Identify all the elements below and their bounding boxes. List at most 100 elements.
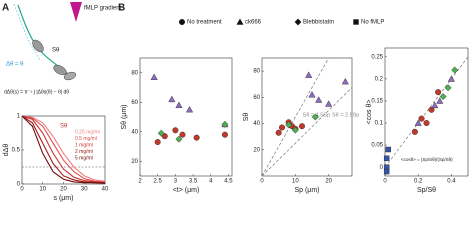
arc-label: Sθ [52,48,60,54]
cell-track [17,4,69,75]
point [436,97,444,104]
point [383,168,390,175]
point [175,135,183,143]
y-tick-label: 60 [131,100,138,106]
point [423,120,430,127]
point [414,119,422,126]
x-tick-label: 10 [39,187,46,193]
y-tick-label: 20 [253,147,260,153]
plot-frame [261,57,353,177]
plot-frame [384,47,469,177]
series-line [22,116,105,183]
legend-label: ck666 [245,20,262,26]
y-tick-label: 0.25 [371,54,383,60]
point [185,106,194,113]
point [383,155,390,162]
point [150,73,158,80]
x-tick-label: 40 [102,187,109,193]
point [431,101,439,109]
x-tick-label: 20 [325,179,332,185]
legend-label: 5 mg/ml [75,155,93,161]
legend-label: 1 mg/ml [75,142,93,148]
point [193,134,200,141]
x-axis-label: s (μm) [54,195,74,202]
point [305,71,313,78]
point [435,89,442,96]
point [311,113,319,121]
point [168,95,176,103]
tangent [13,3,41,61]
x-tick-label: 2 [138,179,142,185]
y-tick-label: 0.1 [375,121,384,127]
series-line [22,116,105,184]
y-tick-label: 80 [131,70,138,76]
point [428,106,435,113]
x-tick-label: 0.4 [447,179,456,185]
cell [32,39,44,53]
gradient-wedge [70,2,82,22]
cell [63,71,77,81]
y-tick-label: 20 [131,159,138,165]
point [294,18,302,26]
point [236,18,244,25]
point [157,129,165,137]
y-axis-label: <cos θ> [366,100,373,125]
x-tick-label: 3 [174,179,178,185]
point [175,101,183,108]
point [353,19,359,25]
point [285,121,293,129]
x-tick-label: 0 [383,179,387,185]
annotation: <cosθ> = (Sp/Sθ)/(Sp/Sθ) [401,157,453,162]
x-tick-label: 30 [81,187,88,193]
plot-area [262,58,352,176]
point [418,115,425,122]
formula: dΔθ(s) = π⁻¹ ∫ |Δθs(θ) − θ| dθ [4,89,69,95]
x-tick-label: 4 [209,179,213,185]
point [178,19,185,26]
y-axis-label: Sθ (μm) [121,104,128,129]
point [291,126,299,134]
x-tick-label: 2.5 [154,179,163,185]
point [308,91,316,98]
point [444,84,452,92]
x-tick-label: 0 [260,179,264,185]
point [154,139,161,146]
y-tick-label: 0.05 [371,143,383,149]
diagram: fMLP gradient Sθ Δθ = θ dΔθ(s) = π⁻¹ ∫ |… [4,2,122,95]
gradient-label: fMLP gradient [84,6,122,12]
point [179,131,186,138]
y-tick-label: 60 [253,95,260,101]
legend-label: No fMLP [361,20,384,26]
x-tick-label: 20 [60,187,67,193]
cell [53,64,67,76]
y-tick-label: 0 [380,165,384,171]
x-axis-label: Sp/Sθ [417,187,436,194]
figure: A B fMLP gradient Sθ Δθ = θ dΔθ(s) = π⁻¹… [2,2,469,202]
series-line [22,116,105,182]
y-tick-label: 80 [253,69,260,75]
point [279,124,286,131]
reference-line [262,87,352,176]
x-tick-label: 4.5 [224,179,233,185]
point [439,93,447,101]
y-tick-label: 0.2 [375,76,384,82]
y-tick-label: 0 [17,182,21,188]
panel-label: B [118,3,125,14]
y-axis-label: Sθ [243,113,250,122]
y-tick-label: 40 [253,121,260,127]
y-tick-label: 0.5 [12,148,21,154]
legend-label: 2 mg/ml [75,149,93,155]
point [451,66,459,74]
series-line [22,116,105,184]
legend-label: No treatment [187,20,222,26]
point [385,146,392,153]
x-tick-label: 3.5 [189,179,198,185]
point [172,127,179,134]
plot-frame [139,57,233,177]
y-tick-label: 0.15 [371,99,383,105]
reference-line [262,58,330,176]
point [411,128,418,135]
legend-label: 0.5 mg/ml [75,136,97,142]
x-tick-label: 0.2 [414,179,423,185]
angle-label: Δθ = θ [6,62,24,68]
